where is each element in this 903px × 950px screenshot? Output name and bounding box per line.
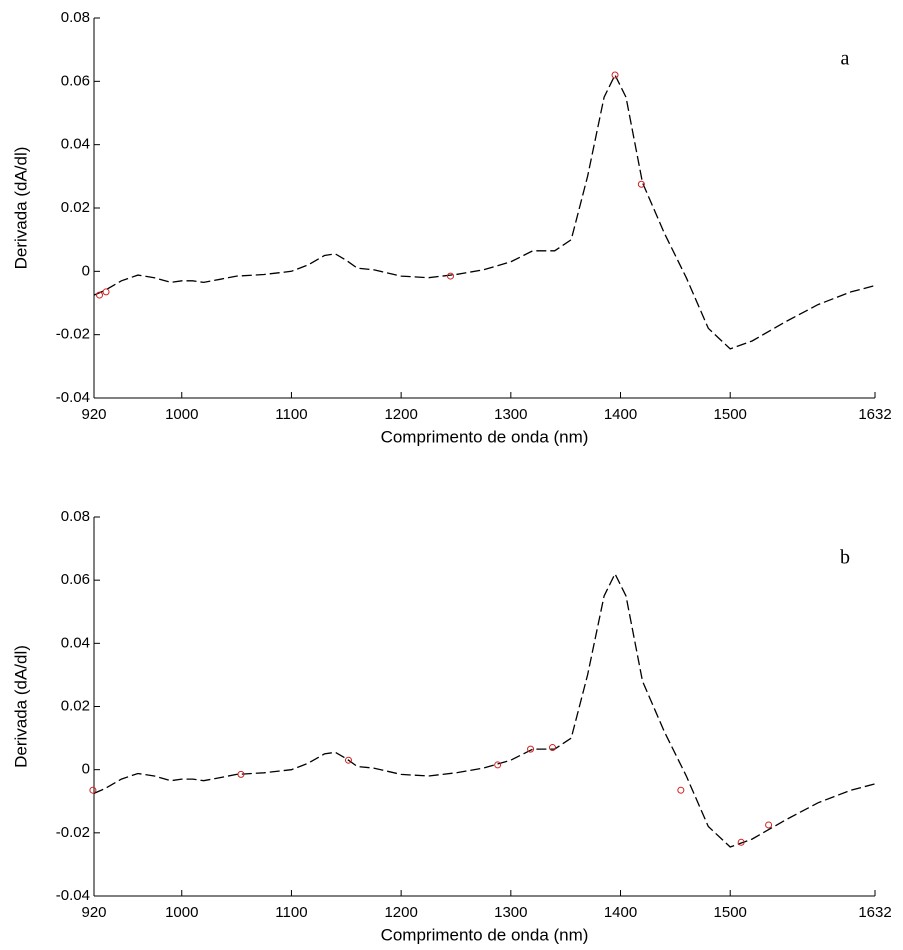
y-tick-label: 0.06 xyxy=(61,571,90,588)
x-tick-label: 1500 xyxy=(714,904,747,921)
y-tick-label: 0 xyxy=(82,761,90,778)
x-tick-label: 1100 xyxy=(275,406,307,423)
marker xyxy=(494,761,502,769)
marker xyxy=(344,756,352,764)
x-tick-label: 1632 xyxy=(858,406,891,423)
marker xyxy=(637,180,645,188)
x-tick-label: 1100 xyxy=(275,904,307,921)
y-tick-label: 0.08 xyxy=(61,9,90,26)
y-tick-label: 0.08 xyxy=(61,508,90,525)
marker xyxy=(89,786,97,794)
panel-label: a xyxy=(841,48,850,70)
x-tick-label: 920 xyxy=(81,406,106,423)
y-axis-label: Derivada (dA/dl) xyxy=(11,147,30,270)
x-tick-label: 1200 xyxy=(384,406,417,423)
curve xyxy=(93,73,876,350)
x-tick-label: 1200 xyxy=(384,904,417,921)
x-tick-label: 1300 xyxy=(494,406,527,423)
x-axis-label: Comprimento de onda (nm) xyxy=(381,925,589,944)
y-axis-label: Derivada (dA/dl) xyxy=(11,645,30,768)
marker xyxy=(446,272,454,280)
y-tick-label: 0.06 xyxy=(61,72,90,89)
x-axis-label: Comprimento de onda (nm) xyxy=(381,427,589,446)
y-tick-label: 0.04 xyxy=(61,634,90,651)
marker xyxy=(677,786,685,794)
x-tick-label: 920 xyxy=(81,904,106,921)
x-tick-label: 1400 xyxy=(604,904,637,921)
y-tick-label: -0.02 xyxy=(56,824,90,841)
x-tick-label: 1000 xyxy=(165,904,198,921)
panel-label: b xyxy=(840,547,850,569)
marker xyxy=(737,838,745,846)
x-tick-label: 1632 xyxy=(858,904,891,921)
curve xyxy=(93,572,876,848)
x-tick-label: 1300 xyxy=(494,904,527,921)
x-tick-label: 1500 xyxy=(714,406,747,423)
marker xyxy=(527,745,535,753)
y-tick-label: 0.02 xyxy=(61,199,90,216)
y-tick-label: 0.04 xyxy=(61,136,90,153)
y-tick-label: 0.02 xyxy=(61,697,90,714)
marker xyxy=(95,291,103,299)
x-tick-label: 1400 xyxy=(604,406,637,423)
y-tick-label: -0.02 xyxy=(56,326,90,343)
y-tick-label: -0.04 xyxy=(56,887,90,904)
marker xyxy=(237,770,245,778)
y-tick-label: -0.04 xyxy=(56,389,90,406)
marker xyxy=(611,71,619,79)
marker xyxy=(102,288,110,296)
x-tick-label: 1000 xyxy=(165,406,198,423)
panel: -0.04 -0.02 0 0.02 0.04 0.06 0.08 920 1000 1100 12… xyxy=(11,9,891,447)
y-tick-label: 0 xyxy=(82,262,90,279)
panel: -0.04 -0.02 0 0.02 0.04 0.06 0.08 920 1000 1100 12… xyxy=(11,508,891,945)
marker xyxy=(549,744,557,752)
marker xyxy=(765,821,773,829)
